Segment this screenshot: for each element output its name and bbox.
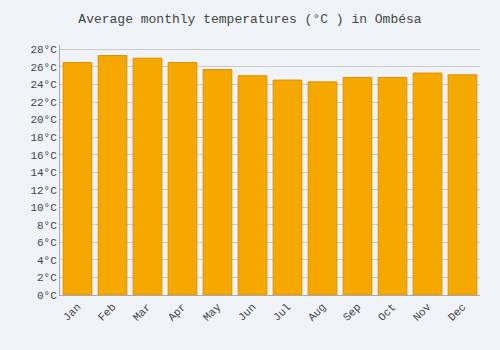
- svg-text:Jul: Jul: [271, 301, 293, 323]
- svg-text:Apr: Apr: [166, 301, 188, 323]
- svg-text:Oct: Oct: [376, 301, 398, 323]
- svg-text:24°C: 24°C: [30, 79, 57, 91]
- svg-text:Jan: Jan: [61, 301, 83, 323]
- svg-text:Average monthly temperatures (: Average monthly temperatures (°C ) in Om…: [78, 12, 421, 27]
- svg-text:16°C: 16°C: [30, 150, 57, 162]
- svg-text:6°C: 6°C: [37, 237, 57, 249]
- svg-text:Sep: Sep: [341, 301, 363, 323]
- svg-text:12°C: 12°C: [30, 185, 57, 197]
- svg-text:Nov: Nov: [411, 301, 434, 324]
- svg-text:4°C: 4°C: [37, 255, 57, 267]
- svg-text:22°C: 22°C: [30, 97, 57, 109]
- svg-text:Aug: Aug: [306, 301, 328, 323]
- svg-text:Mar: Mar: [131, 301, 153, 323]
- svg-text:May: May: [201, 301, 224, 324]
- svg-text:28°C: 28°C: [30, 44, 57, 56]
- svg-text:2°C: 2°C: [37, 272, 57, 284]
- svg-text:20°C: 20°C: [30, 114, 57, 126]
- svg-text:Dec: Dec: [446, 301, 468, 323]
- svg-text:8°C: 8°C: [37, 220, 57, 232]
- svg-text:Jun: Jun: [236, 301, 258, 323]
- svg-text:14°C: 14°C: [30, 167, 57, 179]
- svg-text:26°C: 26°C: [30, 62, 57, 74]
- svg-text:Feb: Feb: [96, 301, 118, 323]
- svg-text:18°C: 18°C: [30, 132, 57, 144]
- svg-text:0°C: 0°C: [37, 290, 57, 302]
- svg-text:10°C: 10°C: [30, 202, 57, 214]
